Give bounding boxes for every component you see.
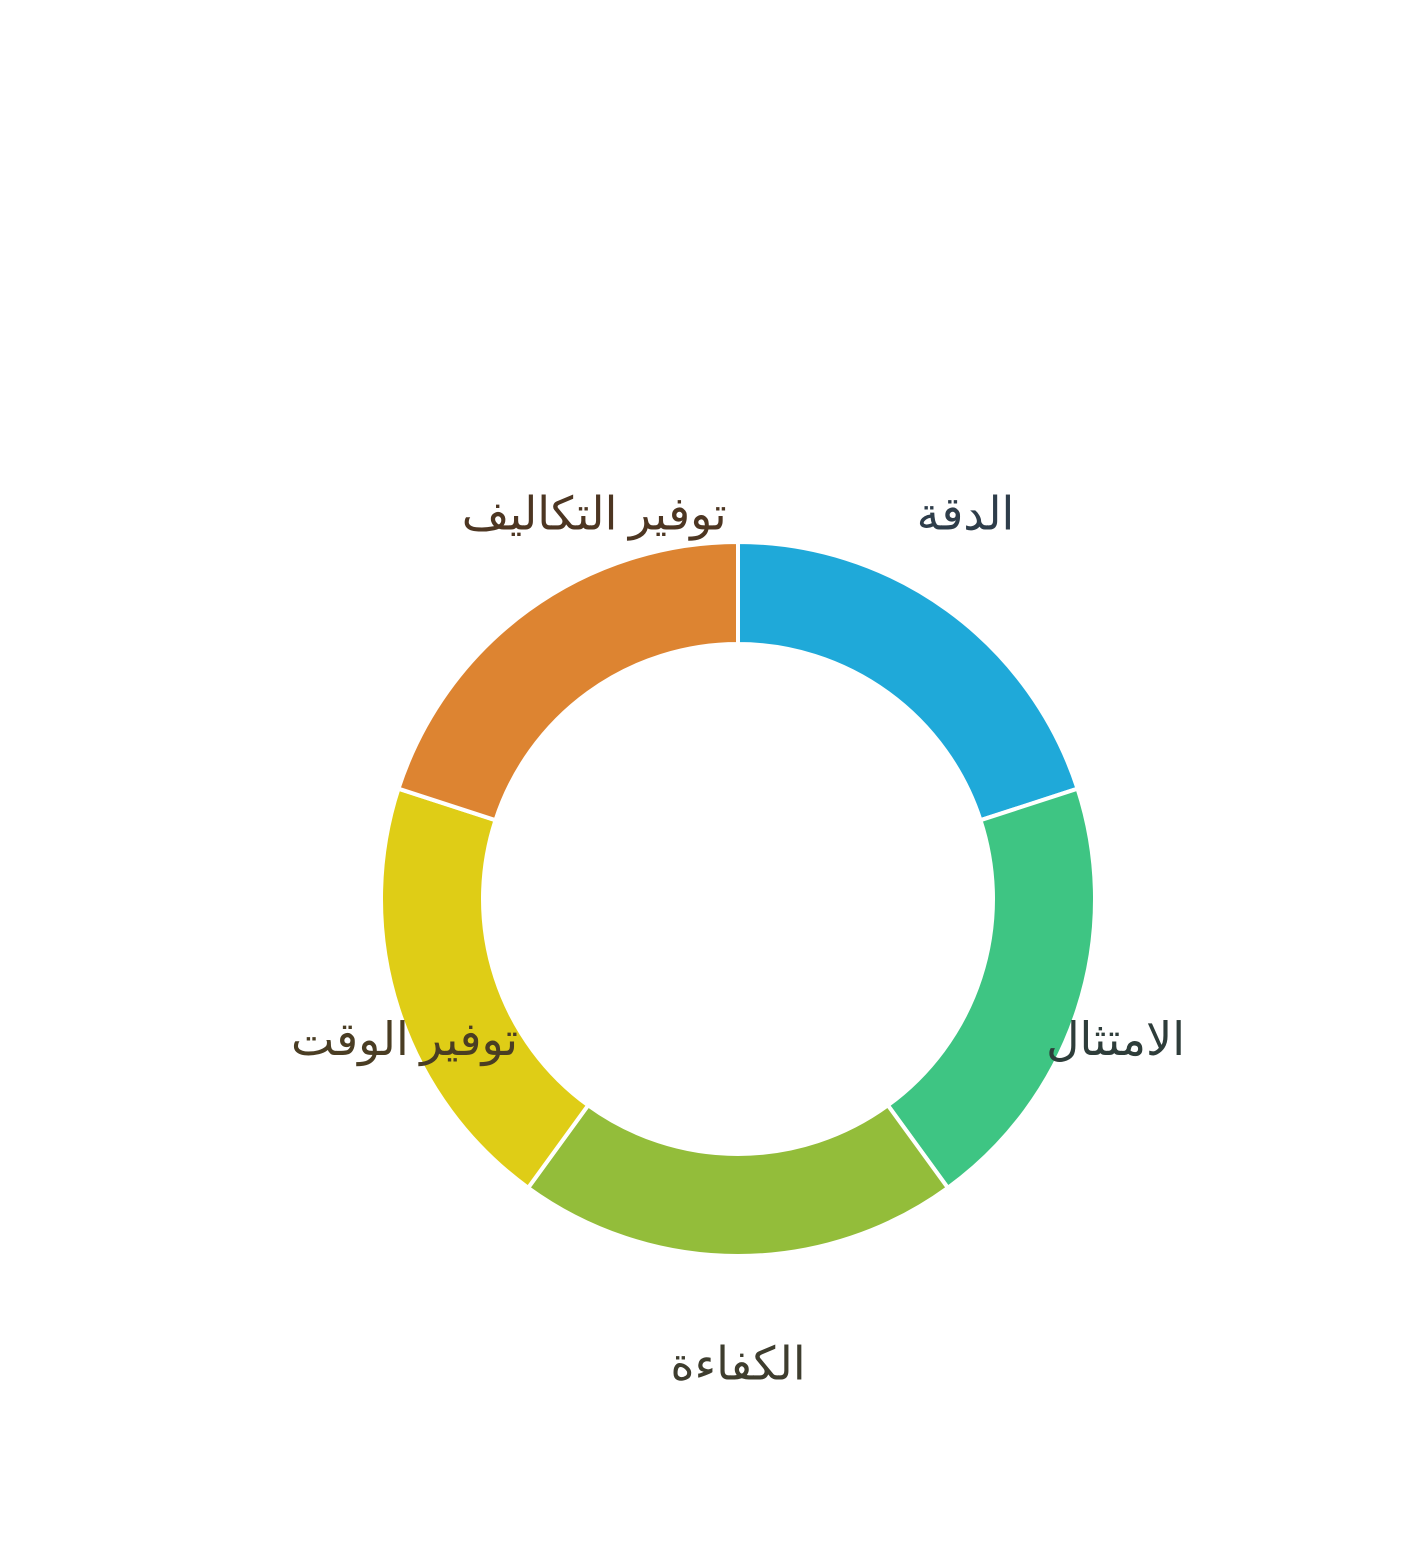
- slice-label-4: توفير الوقت: [291, 1014, 518, 1067]
- donut-slice-5: [396, 540, 740, 823]
- donut-slices: [379, 540, 1097, 1258]
- slice-label-5: توفير التكاليف: [462, 488, 727, 541]
- slice-label-3: الكفاءة: [670, 1339, 805, 1390]
- donut-slice-2: [885, 786, 1097, 1190]
- slice-label-1: الدقة: [917, 488, 1015, 539]
- slice-labels: الدقة الامتثال الكفاءة توفير الوقت توفير الت…: [291, 488, 1185, 1389]
- donut-slice-4: [379, 786, 591, 1190]
- slice-label-2: الامتثال: [1046, 1014, 1185, 1065]
- donut-slice-1: [736, 540, 1080, 823]
- donut-slice-3: [526, 1103, 950, 1258]
